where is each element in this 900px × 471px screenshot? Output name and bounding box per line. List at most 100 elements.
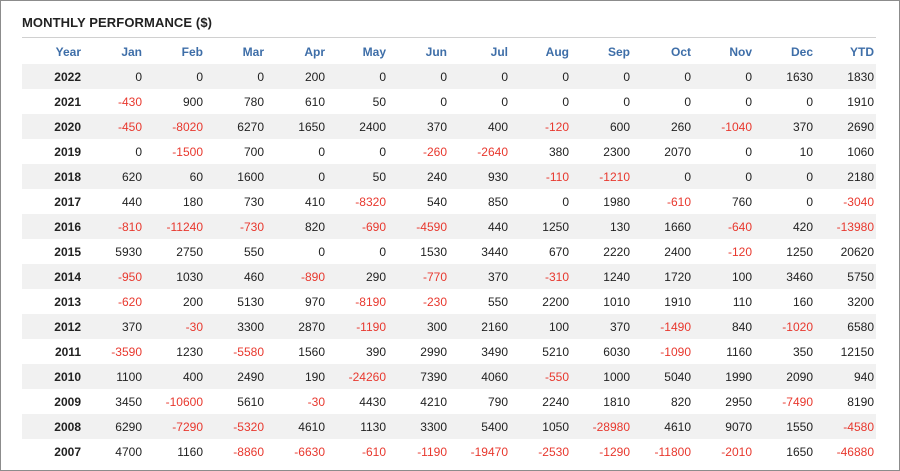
month-cell: 2950 <box>693 389 754 414</box>
month-cell: 2870 <box>266 314 327 339</box>
month-cell: -2640 <box>449 139 510 164</box>
month-cell: -1190 <box>388 439 449 464</box>
month-cell: -890 <box>266 264 327 289</box>
month-cell: 6030 <box>571 339 632 364</box>
ytd-cell: 12150 <box>815 339 876 364</box>
column-header-aug: Aug <box>545 44 569 59</box>
month-cell: 160 <box>754 289 815 314</box>
month-cell: 0 <box>693 164 754 189</box>
month-cell: 850 <box>449 189 510 214</box>
panel-title: MONTHLY PERFORMANCE ($) <box>22 15 213 30</box>
month-cell: 2160 <box>449 314 510 339</box>
column-header-nov: Nov <box>729 44 752 59</box>
column-header-feb: Feb <box>181 44 203 59</box>
month-cell: 0 <box>266 139 327 164</box>
month-cell: -1020 <box>754 314 815 339</box>
month-cell: -1290 <box>571 439 632 464</box>
month-cell: 370 <box>571 314 632 339</box>
month-cell: 930 <box>449 164 510 189</box>
month-cell: -690 <box>327 214 388 239</box>
month-cell: 2990 <box>388 339 449 364</box>
month-cell: -30 <box>266 389 327 414</box>
table-row: 2010 1100 400 2490 190 -24260 7390 4060 -550 1000… <box>22 364 876 389</box>
ytd-cell: 1830 <box>815 64 876 89</box>
month-cell: 790 <box>449 389 510 414</box>
month-cell: 0 <box>571 64 632 89</box>
month-cell: 1240 <box>571 264 632 289</box>
month-cell: -1090 <box>632 339 693 364</box>
month-cell: 5210 <box>510 339 571 364</box>
month-cell: 1650 <box>754 439 815 464</box>
month-cell: 180 <box>144 189 205 214</box>
month-cell: 7390 <box>388 364 449 389</box>
month-cell: -230 <box>388 289 449 314</box>
table-row: 2017 440 180 730 410 -8320 540 850 0 1980 -610 760 0… <box>22 189 876 214</box>
month-cell: 0 <box>693 64 754 89</box>
month-cell: 0 <box>327 139 388 164</box>
year-cell: 2010 <box>22 364 83 389</box>
month-cell: -260 <box>388 139 449 164</box>
year-cell: 2017 <box>22 189 83 214</box>
month-cell: 1980 <box>571 189 632 214</box>
month-cell: 1100 <box>83 364 144 389</box>
month-cell: 130 <box>571 214 632 239</box>
month-cell: 0 <box>83 64 144 89</box>
month-cell: 100 <box>510 314 571 339</box>
ytd-cell: 1060 <box>815 139 876 164</box>
month-cell: 6290 <box>83 414 144 439</box>
month-cell: 4700 <box>83 439 144 464</box>
month-cell: 840 <box>693 314 754 339</box>
year-cell: 2007 <box>22 439 83 464</box>
month-cell: -3590 <box>83 339 144 364</box>
month-cell: -8190 <box>327 289 388 314</box>
month-cell: 200 <box>144 289 205 314</box>
month-cell: 1050 <box>510 414 571 439</box>
month-cell: -8860 <box>205 439 266 464</box>
table-row: 2022 0 0 0 200 0 0 0 0 0 0 0 1630 1830 <box>22 64 876 89</box>
month-cell: 2300 <box>571 139 632 164</box>
month-cell: 0 <box>266 239 327 264</box>
month-cell: -5320 <box>205 414 266 439</box>
month-cell: 0 <box>83 139 144 164</box>
month-cell: 1810 <box>571 389 632 414</box>
month-cell: 260 <box>632 114 693 139</box>
month-cell: 0 <box>754 89 815 114</box>
month-cell: 400 <box>449 114 510 139</box>
month-cell: 370 <box>449 264 510 289</box>
month-cell: 1230 <box>144 339 205 364</box>
month-cell: 5130 <box>205 289 266 314</box>
month-cell: 1130 <box>327 414 388 439</box>
year-cell: 2020 <box>22 114 83 139</box>
column-header-jan: Jan <box>121 44 142 59</box>
year-cell: 2022 <box>22 64 83 89</box>
month-cell: 50 <box>327 164 388 189</box>
month-cell: 400 <box>144 364 205 389</box>
month-cell: 0 <box>754 189 815 214</box>
title-divider <box>22 37 876 38</box>
month-cell: -2530 <box>510 439 571 464</box>
month-cell: 60 <box>144 164 205 189</box>
table-body: 2022 0 0 0 200 0 0 0 0 0 0 0 1630 1830 2021 -430 900 780 6… <box>22 64 876 464</box>
year-cell: 2021 <box>22 89 83 114</box>
month-cell: 4430 <box>327 389 388 414</box>
month-cell: -1500 <box>144 139 205 164</box>
month-cell: 370 <box>754 114 815 139</box>
month-cell: 2400 <box>632 239 693 264</box>
month-cell: 440 <box>83 189 144 214</box>
table-row: 2009 3450 -10600 5610 -30 4430 4210 790 2240 1810… <box>22 389 876 414</box>
month-cell: 370 <box>83 314 144 339</box>
month-cell: 5040 <box>632 364 693 389</box>
year-cell: 2015 <box>22 239 83 264</box>
column-header-year: Year <box>55 44 81 59</box>
year-cell: 2014 <box>22 264 83 289</box>
month-cell: -19470 <box>449 439 510 464</box>
month-cell: 3300 <box>388 414 449 439</box>
month-cell: 820 <box>266 214 327 239</box>
ytd-cell: 6580 <box>815 314 876 339</box>
month-cell: -620 <box>83 289 144 314</box>
month-cell: 1650 <box>266 114 327 139</box>
month-cell: -7490 <box>754 389 815 414</box>
table-row: 2007 4700 1160 -8860 -6630 -610 -1190 -19470 -25… <box>22 439 876 464</box>
month-cell: -8020 <box>144 114 205 139</box>
month-cell: 380 <box>510 139 571 164</box>
